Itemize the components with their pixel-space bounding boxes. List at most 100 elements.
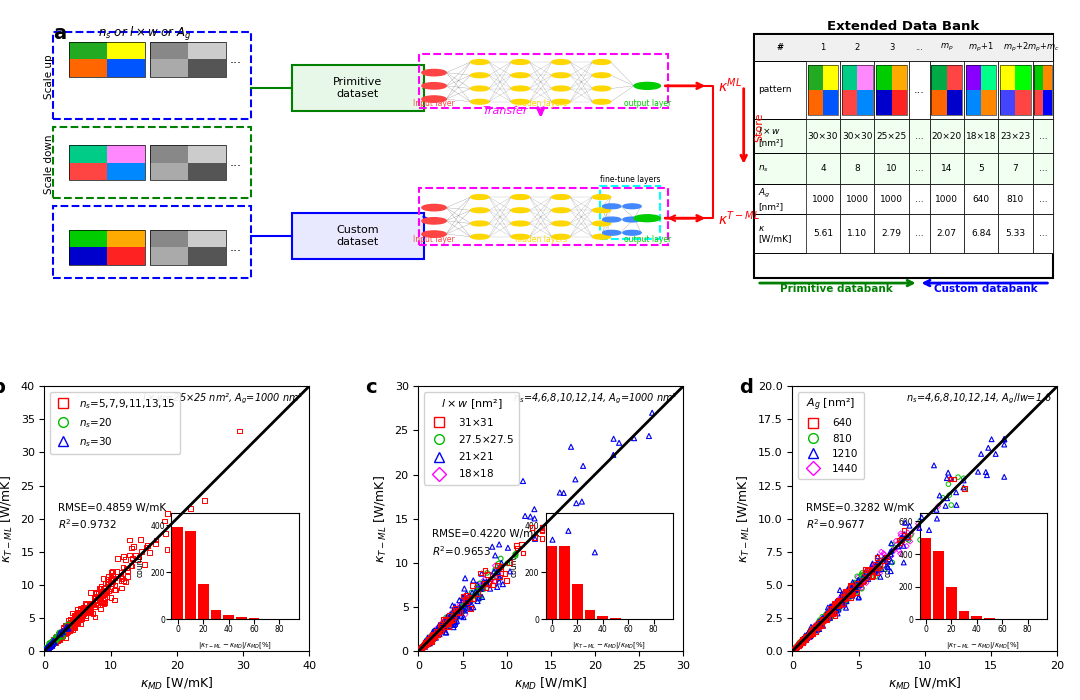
Point [427,626,444,637]
Text: output layer: output layer [623,99,671,108]
Text: 1000: 1000 [880,195,903,204]
Point [147,534,164,545]
Point [413,643,430,654]
Point [55,623,72,634]
Point [526,533,543,545]
Point [66,610,83,621]
Point [805,624,822,635]
Point [913,512,930,523]
Point [927,512,944,524]
Point [800,628,818,639]
Point [440,616,457,627]
Point [427,628,444,639]
Point [845,582,862,594]
Point [50,629,67,640]
Point [792,638,809,649]
Point [410,645,428,656]
Point [75,608,92,620]
Point [534,522,551,533]
Point [795,636,812,648]
Point [791,638,808,650]
Point [796,634,813,645]
Point [798,631,815,643]
Point [108,566,125,577]
Point [831,596,848,607]
Point [171,514,188,525]
Point [43,638,60,650]
Point [826,607,843,618]
Point [414,642,431,653]
Point [431,624,448,635]
Point [795,634,812,645]
Point [410,645,428,656]
Point [791,637,808,648]
Point [45,637,63,648]
Point [424,629,442,640]
Point [442,613,459,624]
Point [820,612,837,624]
Point [447,602,464,613]
Point [928,504,945,515]
Point [814,615,832,626]
Text: ...: ... [230,156,242,169]
Point [784,645,801,656]
Point [410,645,428,656]
Point [823,601,840,612]
Point [799,629,816,641]
Point [429,624,446,636]
Point [793,636,810,648]
Point [812,617,829,629]
Point [926,460,943,471]
Point [821,610,838,622]
Circle shape [552,60,570,64]
Point [865,561,882,573]
Bar [947,90,962,115]
Point [818,609,835,620]
Point [429,626,446,637]
Point [415,640,432,652]
Point [39,643,56,654]
Text: 25×25: 25×25 [877,132,907,141]
Point [56,627,73,638]
Point [62,617,79,629]
Point [417,637,434,648]
Point [930,510,947,521]
Point [103,577,120,588]
Point [461,596,478,608]
Text: ...: ... [915,132,923,141]
Point [799,631,816,642]
Point [441,615,458,626]
Point [56,625,73,636]
Point [440,614,457,625]
Point [116,551,133,562]
Point [54,626,71,637]
Text: ...: ... [230,53,242,66]
Point [414,641,431,652]
Point [69,611,86,622]
Point [821,608,838,620]
Point [784,645,801,657]
Point [38,644,55,655]
Point [794,636,811,648]
Point [809,620,826,631]
Point [832,584,849,596]
Bar [998,61,1032,119]
Point [75,606,92,617]
Point [796,631,813,643]
Point [38,645,55,656]
Point [40,642,57,653]
Point [799,630,816,641]
Point [839,590,856,601]
Point [822,604,839,615]
Point [428,629,445,640]
Point [785,644,802,655]
Point [422,634,440,645]
Point [65,622,82,634]
Point [791,638,808,649]
Bar [1032,61,1053,119]
Point [814,615,832,626]
Point [69,615,86,626]
Point [52,631,69,642]
Point [819,614,836,625]
Bar [930,119,963,153]
